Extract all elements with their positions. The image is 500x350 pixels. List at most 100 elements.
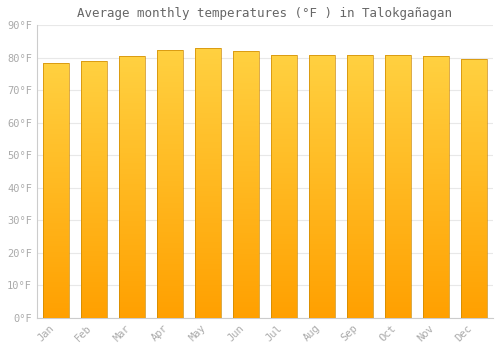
- Bar: [232, 80, 259, 83]
- Bar: [42, 231, 69, 234]
- Bar: [384, 139, 411, 141]
- Bar: [460, 147, 487, 150]
- Bar: [422, 153, 450, 156]
- Bar: [194, 140, 221, 142]
- Bar: [384, 120, 411, 123]
- Bar: [270, 152, 297, 155]
- Bar: [156, 219, 183, 221]
- Bar: [194, 234, 221, 237]
- Bar: [308, 305, 336, 307]
- Bar: [80, 131, 107, 133]
- Bar: [118, 77, 145, 80]
- Bar: [42, 96, 69, 98]
- Bar: [346, 60, 374, 62]
- Bar: [460, 108, 487, 111]
- Bar: [232, 219, 259, 222]
- Bar: [422, 197, 450, 200]
- Bar: [270, 247, 297, 250]
- Bar: [194, 183, 221, 186]
- Bar: [232, 211, 259, 214]
- Bar: [346, 128, 374, 131]
- Bar: [384, 197, 411, 199]
- Bar: [422, 237, 450, 239]
- Bar: [422, 137, 450, 140]
- Bar: [232, 142, 259, 145]
- Bar: [42, 86, 69, 88]
- Bar: [460, 93, 487, 96]
- Bar: [118, 289, 145, 292]
- Bar: [232, 107, 259, 110]
- Bar: [80, 313, 107, 315]
- Bar: [232, 248, 259, 251]
- Bar: [422, 268, 450, 271]
- Bar: [118, 242, 145, 245]
- Bar: [194, 78, 221, 80]
- Bar: [460, 282, 487, 284]
- Bar: [80, 120, 107, 123]
- Bar: [308, 262, 336, 265]
- Bar: [80, 210, 107, 212]
- Bar: [232, 158, 259, 161]
- Bar: [346, 257, 374, 260]
- Bar: [384, 313, 411, 315]
- Bar: [308, 300, 336, 302]
- Bar: [460, 60, 487, 62]
- Bar: [270, 86, 297, 89]
- Bar: [232, 136, 259, 139]
- Bar: [194, 67, 221, 70]
- Bar: [270, 73, 297, 76]
- Bar: [460, 191, 487, 194]
- Bar: [270, 226, 297, 228]
- Bar: [156, 272, 183, 275]
- Bar: [384, 170, 411, 173]
- Bar: [270, 170, 297, 173]
- Bar: [270, 183, 297, 186]
- Bar: [384, 97, 411, 99]
- Bar: [422, 148, 450, 150]
- Bar: [270, 212, 297, 215]
- Bar: [422, 158, 450, 161]
- Bar: [384, 89, 411, 91]
- Bar: [346, 310, 374, 313]
- Bar: [80, 123, 107, 125]
- Bar: [270, 210, 297, 212]
- Bar: [460, 196, 487, 199]
- Bar: [422, 127, 450, 130]
- Bar: [384, 307, 411, 310]
- Bar: [232, 65, 259, 67]
- Bar: [308, 60, 336, 62]
- Bar: [118, 190, 145, 192]
- Bar: [42, 177, 69, 180]
- Bar: [346, 115, 374, 118]
- Bar: [270, 81, 297, 84]
- Bar: [346, 155, 374, 157]
- Bar: [42, 132, 69, 134]
- Bar: [384, 315, 411, 318]
- Bar: [80, 164, 107, 166]
- Bar: [346, 265, 374, 268]
- Bar: [384, 126, 411, 128]
- Bar: [270, 233, 297, 236]
- Bar: [80, 161, 107, 164]
- Bar: [194, 132, 221, 134]
- Bar: [346, 183, 374, 186]
- Bar: [194, 91, 221, 94]
- Bar: [422, 179, 450, 182]
- Bar: [118, 245, 145, 247]
- Bar: [194, 304, 221, 307]
- Bar: [194, 169, 221, 172]
- Bar: [80, 138, 107, 141]
- Bar: [460, 235, 487, 238]
- Bar: [118, 111, 145, 114]
- Bar: [308, 307, 336, 310]
- Bar: [194, 89, 221, 91]
- Bar: [384, 231, 411, 233]
- Bar: [156, 256, 183, 259]
- Bar: [42, 63, 69, 318]
- Bar: [308, 207, 336, 210]
- Bar: [42, 190, 69, 193]
- Bar: [80, 148, 107, 151]
- Bar: [308, 215, 336, 218]
- Bar: [42, 160, 69, 162]
- Bar: [118, 166, 145, 169]
